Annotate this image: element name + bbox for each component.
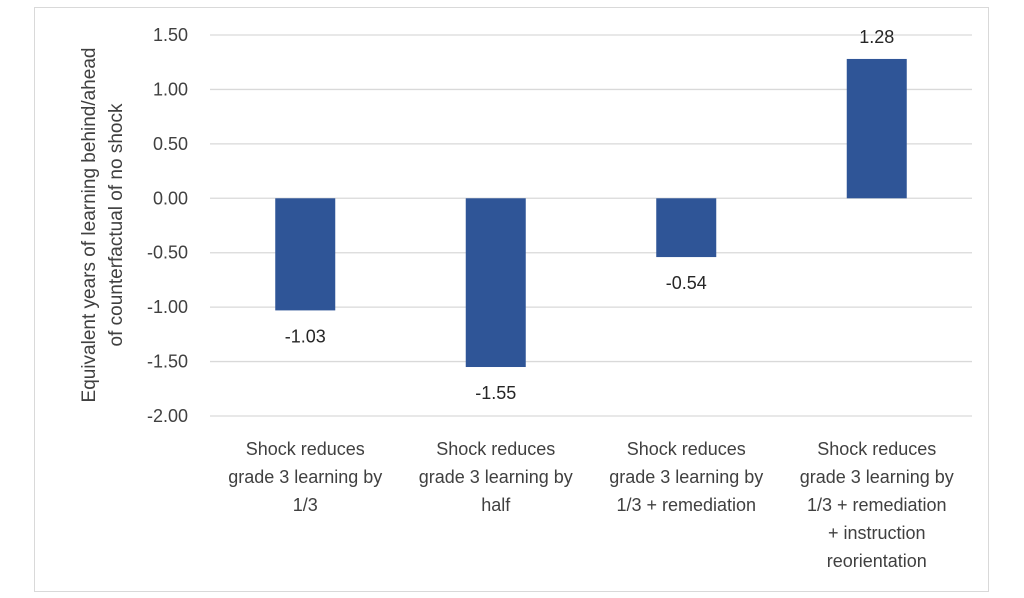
category-label-line: grade 3 learning by	[419, 467, 573, 487]
gridlines	[210, 34, 972, 417]
category-label-line: grade 3 learning by	[800, 467, 954, 487]
y-tick-label: 0.50	[153, 134, 188, 154]
bar	[275, 198, 336, 311]
y-axis-label-line: of counterfactual of no shock	[106, 103, 127, 346]
data-label: -1.03	[285, 326, 326, 346]
bar	[846, 58, 907, 199]
category-label: Shock reduces grade 3 learning by 1/3	[228, 439, 382, 515]
category-label-line: grade 3 learning by	[228, 467, 382, 487]
category-labels: Shock reduces grade 3 learning by 1/3Shock…	[228, 439, 954, 571]
category-label-line: Shock reduces	[627, 439, 746, 459]
category-label-line: grade 3 learning by	[609, 467, 763, 487]
data-label: 1.28	[859, 27, 894, 47]
category-label-line: Shock reduces	[817, 439, 936, 459]
data-label: -1.55	[475, 383, 516, 403]
y-tick-labels: 1.50 1.00 0.50 0.00 -0.50 -1.00 -1.50 -2.00	[147, 25, 188, 426]
data-label: -0.54	[666, 273, 707, 293]
category-label: Shock reduces grade 3 learning by 1/3 + re…	[800, 439, 954, 571]
category-label-line: 1/3 + remediation	[807, 495, 947, 515]
y-tick-label: 0.00	[153, 188, 188, 208]
category-label-line: half	[481, 495, 511, 515]
category-label-line: 1/3 + remediation	[616, 495, 756, 515]
y-tick-label: 1.50	[153, 25, 188, 45]
data-labels: -1.03 -1.55 -0.54 1.28	[285, 27, 895, 403]
category-label-line: 1/3	[293, 495, 318, 515]
bars	[275, 58, 907, 368]
category-label-line: Shock reduces	[436, 439, 555, 459]
y-tick-label: -2.00	[147, 406, 188, 426]
y-axis-label: Equivalent years of learning behind/ahea…	[79, 48, 127, 403]
category-label-line: Shock reduces	[246, 439, 365, 459]
y-axis-label-line: Equivalent years of learning behind/ahea…	[79, 48, 100, 403]
y-tick-label: -1.50	[147, 352, 188, 372]
y-axis-title: Equivalent years of learning behind/ahea…	[79, 48, 127, 403]
y-tick-label: -0.50	[147, 243, 188, 263]
category-label-line: reorientation	[827, 551, 927, 571]
bar	[656, 198, 717, 258]
category-label: Shock reduces grade 3 learning by half	[419, 439, 573, 515]
category-label: Shock reduces grade 3 learning by 1/3 + re…	[609, 439, 763, 515]
category-label-line: + instruction	[828, 523, 926, 543]
bar	[465, 198, 526, 368]
y-tick-label: 1.00	[153, 79, 188, 99]
y-tick-label: -1.00	[147, 297, 188, 317]
